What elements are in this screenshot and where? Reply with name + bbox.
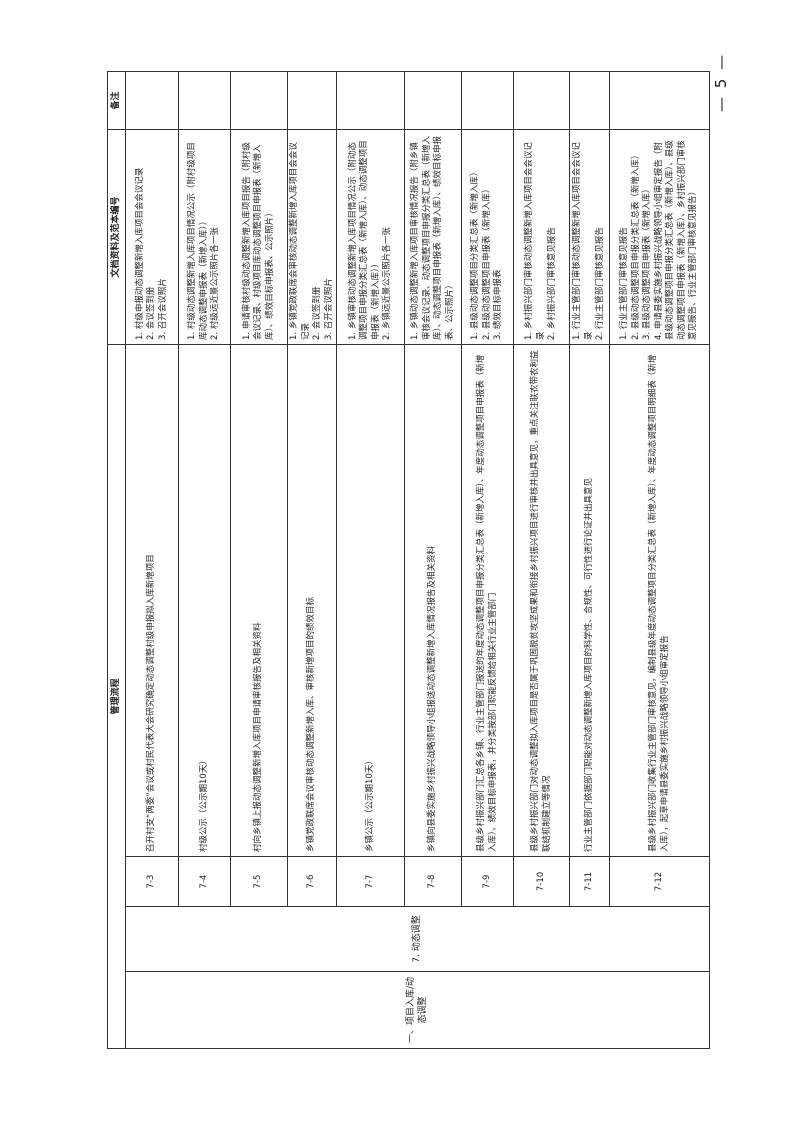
doc-item: 2. 乡村振兴部门审核意见报告	[547, 227, 558, 340]
doc-item: 1. 县级动态调整项目分类汇总表（新增入库）	[470, 167, 481, 340]
row-process: 行业主管部门依据部门职能对动态调整新增入库项目的科学性、合规性、可行性进行论证并…	[569, 344, 610, 857]
doc-item: 2. 会议签到册	[146, 286, 157, 340]
row-remarks	[404, 71, 462, 130]
doc-item: 2. 县级动态调整项目申报分类汇总表（新增入库）	[630, 150, 641, 340]
doc-item: 1. 村级申报动态调整新增入库项目会会议记录	[134, 167, 145, 340]
table-row: 7-7 乡镇公示（公示期10天） 1. 乡镇审核动态调整新增入库项目情况公示（附动态…	[336, 71, 405, 1048]
row-remarks	[178, 71, 231, 130]
doc-item: 1. 乡镇审核动态调整新增入库项目情况公示（附动态调整项目申报分类汇总表（新增入…	[347, 140, 381, 340]
row-process: 县级乡村振兴部门对动态调整拟入库项目是否属于巩固脱贫攻坚成果和衔接乡村振兴项目进…	[513, 344, 570, 857]
row-remarks	[609, 71, 710, 130]
page-number: — 5 —	[712, 52, 730, 112]
row-process: 县级乡村振兴部门汇总各乡镇、行业主管部门报送的年度动态调整项目申报分类汇总表（新…	[461, 344, 514, 857]
rotated-table-wrapper: 管理流程 文档资料及范本编号 备注 一、项目入库/动态调整 7. 动态调整 7-3 召…	[107, 71, 710, 1049]
row-docs: 1. 村级动态调整新增入库项目情况公示（附村级项目库动态调整申报表（新增入库））…	[178, 129, 231, 345]
doc-item: 2. 会议签到册	[312, 286, 322, 340]
row-code: 7-7	[336, 856, 405, 907]
row-process: 村向乡镇上报动态调整新增入库项目申请审核报告及相关资料	[230, 344, 288, 857]
row-remarks	[125, 71, 179, 130]
row-code: 7-10	[513, 856, 570, 907]
row-docs: 1. 乡镇审核动态调整新增入库项目情况公示（附动态调整项目申报分类汇总表（新增入…	[336, 129, 405, 345]
category-level1: 一、项目入库/动态调整	[125, 971, 710, 1049]
doc-item: 1. 乡镇党政联席会审核动态调整新增入库项目会会议记录	[289, 142, 311, 340]
doc-item: 2. 乡镇远近景公示照片各一张	[382, 227, 392, 340]
table-row: 7-12 县级乡村振兴部门收集行业主管部门审核意见，编制县级年度动态调整项目分类汇…	[609, 71, 710, 1048]
process-table: 管理流程 文档资料及范本编号 备注 一、项目入库/动态调整 7. 动态调整 7-3 召…	[107, 71, 710, 1049]
row-docs: 1. 行业主管部门审核意见报告 2. 县级动态调整项目申报分类汇总表（新增入库） 3…	[609, 129, 710, 345]
row-code: 7-3	[125, 856, 179, 907]
table-row: 7-11 行业主管部门依据部门职能对动态调整新增入库项目的科学性、合规性、可行性进…	[569, 71, 610, 1048]
doc-item: 1. 村级动态调整新增入库项目情况公示（附村级项目库动态调整申报表（新增入库））	[187, 142, 209, 340]
row-remarks	[230, 71, 288, 130]
table-row: 7-9 县级乡村振兴部门汇总各乡镇、行业主管部门报送的年度动态调整项目申报分类汇总…	[461, 71, 514, 1048]
row-process: 乡镇公示（公示期10天）	[336, 344, 405, 857]
header-remarks: 备注	[107, 71, 126, 130]
row-code: 7-4	[178, 856, 231, 907]
doc-item: 3. 绩效目标申报表	[493, 269, 504, 340]
doc-item: 1. 行业主管部门审核动态调整新增入库项目会会议记录	[572, 142, 594, 340]
table-row: 7-4 村级公示（公示期10天） 1. 村级动态调整新增入库项目情况公示（附村级项目…	[178, 71, 231, 1048]
row-remarks	[461, 71, 514, 130]
table-header-row: 管理流程 文档资料及范本编号 备注	[107, 71, 126, 1049]
table-row: 7-8 乡镇向县委实施乡村振兴战略领导小组报送动态调整新增入库情况报告及相关资料 1…	[404, 71, 462, 1048]
row-docs: 1. 乡镇党政联席会审核动态调整新增入库项目会会议记录 2. 会议签到册 3. 召开…	[287, 129, 337, 345]
row-code: 7-6	[287, 856, 337, 907]
header-process: 管理流程	[107, 344, 126, 1049]
doc-item: 3. 召开会议照片	[157, 278, 168, 340]
row-docs: 1. 乡镇动态调整新增入库项目审核情况报告（附乡镇审核会议记录、动态调整项目申报…	[404, 129, 462, 345]
row-code: 7-11	[569, 856, 610, 907]
doc-item: 1. 行业主管部门审核意见报告	[619, 227, 630, 340]
category-level2: 7. 动态调整	[125, 906, 710, 972]
doc-item: 1. 乡镇动态调整新增入库项目审核情况报告（附乡镇审核会议记录、动态调整项目申报…	[410, 135, 455, 340]
row-code: 7-8	[404, 856, 462, 907]
table-row: 7-5 村向乡镇上报动态调整新增入库项目申请审核报告及相关资料 1. 申请审核村级动…	[230, 71, 288, 1048]
row-docs: 1. 县级动态调整项目分类汇总表（新增入库） 2. 县级动态调整项目申报表（新增入…	[461, 129, 514, 345]
row-process: 乡镇党政联席会议审核动态调整新增入库、审核新增项目的绩效目标	[287, 344, 337, 857]
table-row: 一、项目入库/动态调整 7. 动态调整 7-3 召开村支“两委”会议或村民代表大会研究…	[125, 71, 710, 1049]
row-docs: 1. 村级申报动态调整新增入库项目会会议记录 2. 会议签到册 3. 召开会议照片	[125, 129, 179, 345]
doc-item: 2. 县级动态调整项目申报表（新增入库）	[481, 184, 492, 340]
table-row: 7-6 乡镇党政联席会议审核动态调整新增入库、审核新增项目的绩效目标 1. 乡镇党政…	[287, 71, 337, 1048]
row-code: 7-5	[230, 856, 288, 907]
row-remarks	[287, 71, 337, 130]
row-process: 县级乡村振兴部门收集行业主管部门审核意见，编制县级年度动态调整项目分类汇总表（新…	[609, 344, 710, 857]
row-code: 7-12	[609, 856, 710, 907]
doc-item: 1. 申请审核村级动态调整新增入库项目报告（附村级会议记录、村级项目库动态调整项…	[241, 142, 275, 340]
doc-item: 2. 村级远近景公示照片各一张	[210, 227, 221, 340]
row-process: 召开村支“两委”会议或村民代表大会研究确定动态调整村级申报拟入库新增项目	[125, 344, 179, 857]
row-process: 村级公示（公示期10天）	[178, 344, 231, 857]
row-remarks	[513, 71, 570, 130]
doc-item: 3. 召开会议照片	[323, 278, 334, 340]
row-docs: 1. 申请审核村级动态调整新增入库项目报告（附村级会议记录、村级项目库动态调整项…	[230, 129, 288, 345]
doc-item: 3. 县级动态调整项目申报表（新增入库）	[642, 184, 653, 340]
header-docs: 文档资料及范本编号	[107, 129, 126, 345]
doc-item: 4. 申请县委实施乡村振兴战略领导小组审定报告（附县级动态调整项目申报分类汇总表…	[653, 140, 699, 340]
row-docs: 1. 乡村振兴部门审核动态调整新增入库项目会会议记录 2. 乡村振兴部门审核意见报…	[513, 129, 570, 345]
row-remarks	[569, 71, 610, 130]
row-docs: 1. 行业主管部门审核动态调整新增入库项目会会议记录 2. 行业主管部门审核意见报…	[569, 129, 610, 345]
doc-item: 2. 行业主管部门审核意见报告	[595, 227, 606, 340]
row-code: 7-9	[461, 856, 514, 907]
row-remarks	[336, 71, 405, 130]
table-row: 7-10 县级乡村振兴部门对动态调整拟入库项目是否属于巩固脱贫攻坚成果和衔接乡村振…	[513, 71, 570, 1048]
row-process: 乡镇向县委实施乡村振兴战略领导小组报送动态调整新增入库情况报告及相关资料	[404, 344, 462, 857]
doc-item: 1. 乡村振兴部门审核动态调整新增入库项目会会议记录	[524, 142, 546, 340]
